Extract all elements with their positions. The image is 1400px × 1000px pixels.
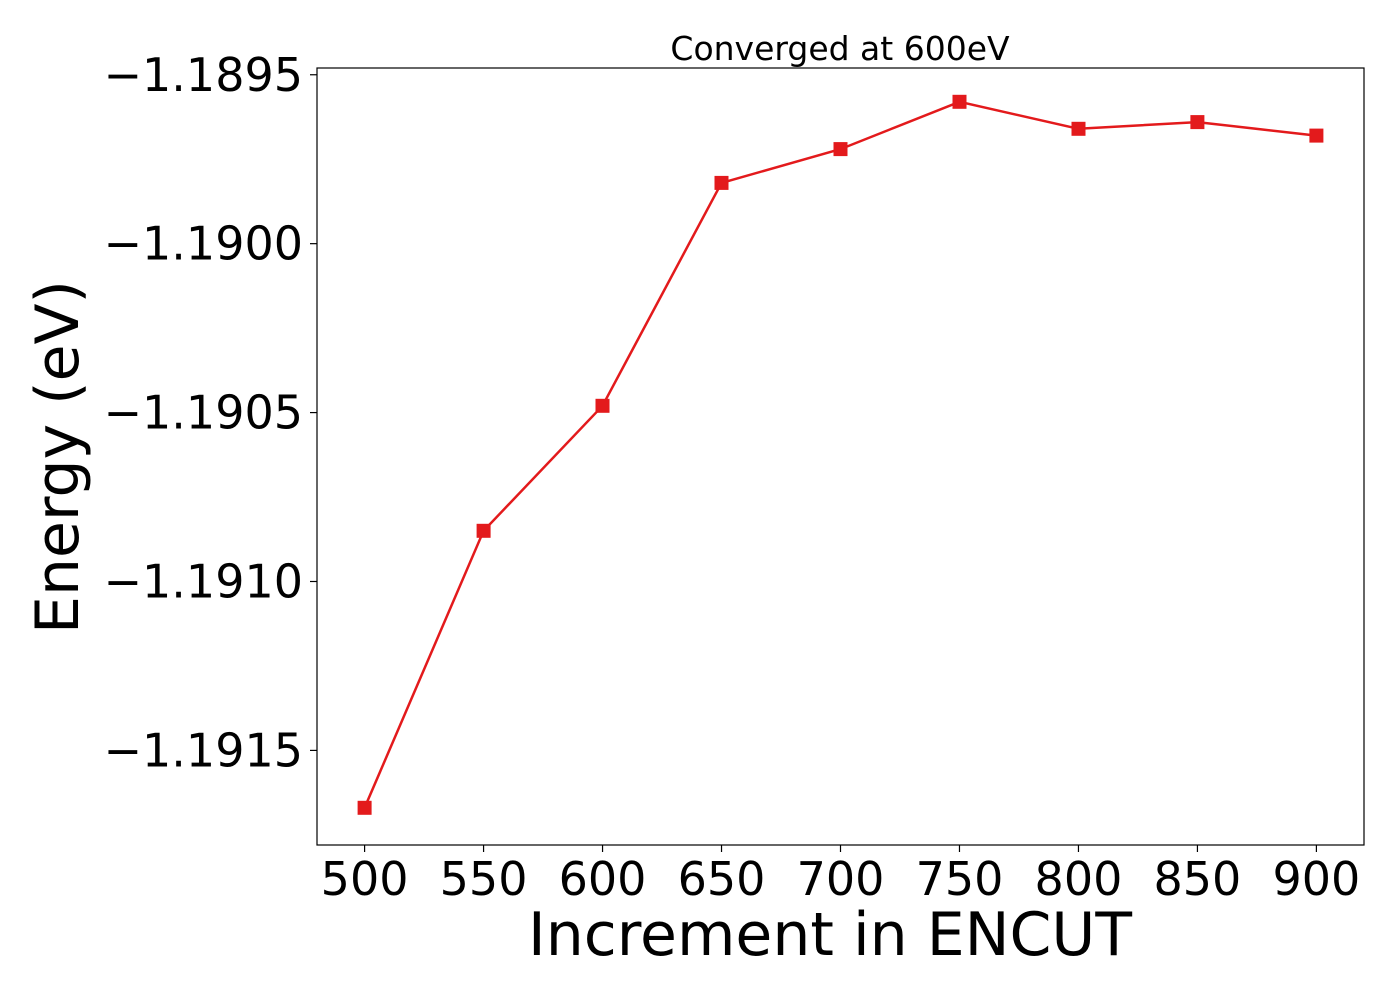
- x-tick-label: 850: [1154, 852, 1242, 906]
- data-point-marker: [833, 142, 848, 157]
- y-axis-label: Energy (eV): [23, 280, 93, 634]
- data-point-marker: [595, 398, 610, 413]
- data-point-marker: [1071, 121, 1086, 136]
- y-tick-label: −1.1910: [104, 554, 304, 608]
- x-tick-label: 700: [797, 852, 885, 906]
- x-tick-label: 650: [678, 852, 766, 906]
- y-tick-label: −1.1900: [104, 217, 304, 271]
- y-tick-label: −1.1895: [104, 48, 304, 102]
- x-tick-label: 500: [321, 852, 409, 906]
- y-tick-label: −1.1915: [104, 723, 304, 777]
- series-layer: [357, 94, 1324, 815]
- x-axis-label: Increment in ENCUT: [528, 900, 1132, 970]
- y-axis: −1.1915 −1.1910 −1.1905 −1.1900 −1.1895: [104, 48, 317, 777]
- x-tick-label: 600: [559, 852, 647, 906]
- data-point-marker: [1190, 115, 1205, 130]
- x-tick-label: 900: [1273, 852, 1361, 906]
- chart-title: Converged at 600eV: [670, 29, 1010, 68]
- data-point-marker: [952, 94, 967, 109]
- y-tick-label: −1.1905: [104, 386, 304, 440]
- data-point-marker: [714, 175, 729, 190]
- axes-frame: [316, 67, 1365, 846]
- x-tick-label: 550: [440, 852, 528, 906]
- x-axis: 500 550 600 650 700 750 800 850 900: [321, 845, 1361, 906]
- series-line: [363, 100, 1317, 809]
- data-point-marker: [476, 523, 491, 538]
- data-point-marker: [1309, 128, 1324, 143]
- x-tick-label: 750: [916, 852, 1004, 906]
- x-tick-label: 800: [1035, 852, 1123, 906]
- data-point-marker: [357, 800, 372, 815]
- plot-area: [316, 67, 1365, 846]
